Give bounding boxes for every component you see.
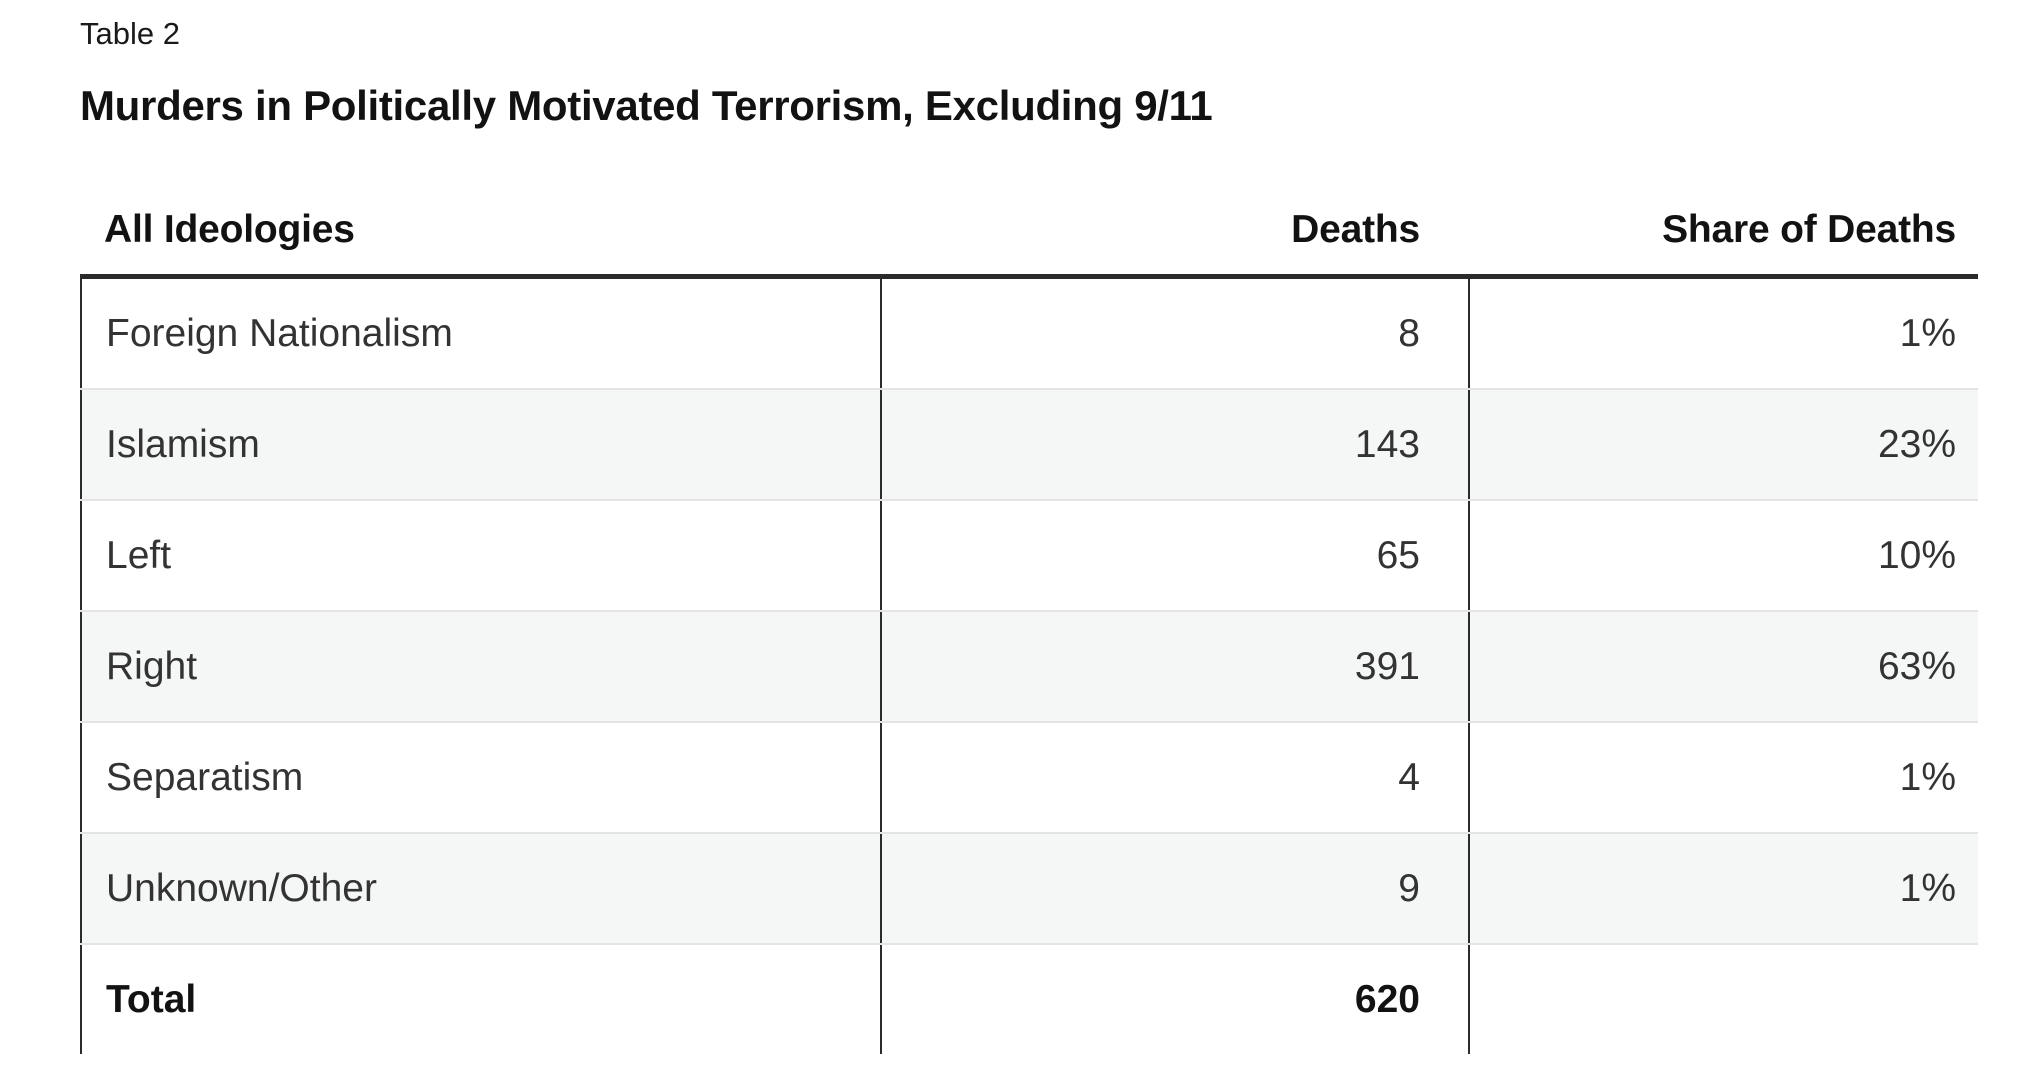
column-header-share-of-deaths: Share of Deaths <box>1662 208 1956 251</box>
cell-ideology: Islamism <box>80 390 880 499</box>
cell-total-label: Total <box>80 945 880 1054</box>
table-header-row: All Ideologies Deaths Share of Deaths <box>80 130 1978 279</box>
page-title: Murders in Politically Motivated Terrori… <box>80 82 1213 129</box>
cell-deaths: 8 <box>880 279 1468 388</box>
cell-deaths: 143 <box>880 390 1468 499</box>
cell-share: 23% <box>1468 390 1978 499</box>
cell-deaths: 4 <box>880 723 1468 832</box>
cell-total-share <box>1468 945 1978 1054</box>
cell-share: 1% <box>1468 279 1978 388</box>
table-row: Foreign Nationalism 8 1% <box>80 279 1978 390</box>
cell-ideology: Unknown/Other <box>80 834 880 943</box>
cell-ideology: Left <box>80 501 880 610</box>
data-table: All Ideologies Deaths Share of Deaths Fo… <box>80 130 1978 1054</box>
article-table-figure: Table 2 Murders in Politically Motivated… <box>80 16 1978 1054</box>
column-header-deaths: Deaths <box>1291 208 1420 251</box>
cell-share: 63% <box>1468 612 1978 721</box>
cell-deaths: 391 <box>880 612 1468 721</box>
cell-ideology: Foreign Nationalism <box>80 279 880 388</box>
table-row: Right 391 63% <box>80 612 1978 723</box>
cell-share: 10% <box>1468 501 1978 610</box>
table-row: Islamism 143 23% <box>80 390 1978 501</box>
cell-share: 1% <box>1468 723 1978 832</box>
cell-ideology: Separatism <box>80 723 880 832</box>
cell-share: 1% <box>1468 834 1978 943</box>
table-row: Left 65 10% <box>80 501 1978 612</box>
table-row: Separatism 4 1% <box>80 723 1978 834</box>
cell-deaths: 65 <box>880 501 1468 610</box>
cell-deaths: 9 <box>880 834 1468 943</box>
cell-total-deaths: 620 <box>880 945 1468 1054</box>
column-header-ideologies: All Ideologies <box>104 208 355 251</box>
table-row: Unknown/Other 9 1% <box>80 834 1978 945</box>
table-total-row: Total 620 <box>80 945 1978 1054</box>
table-label: Table 2 <box>80 16 180 51</box>
cell-ideology: Right <box>80 612 880 721</box>
